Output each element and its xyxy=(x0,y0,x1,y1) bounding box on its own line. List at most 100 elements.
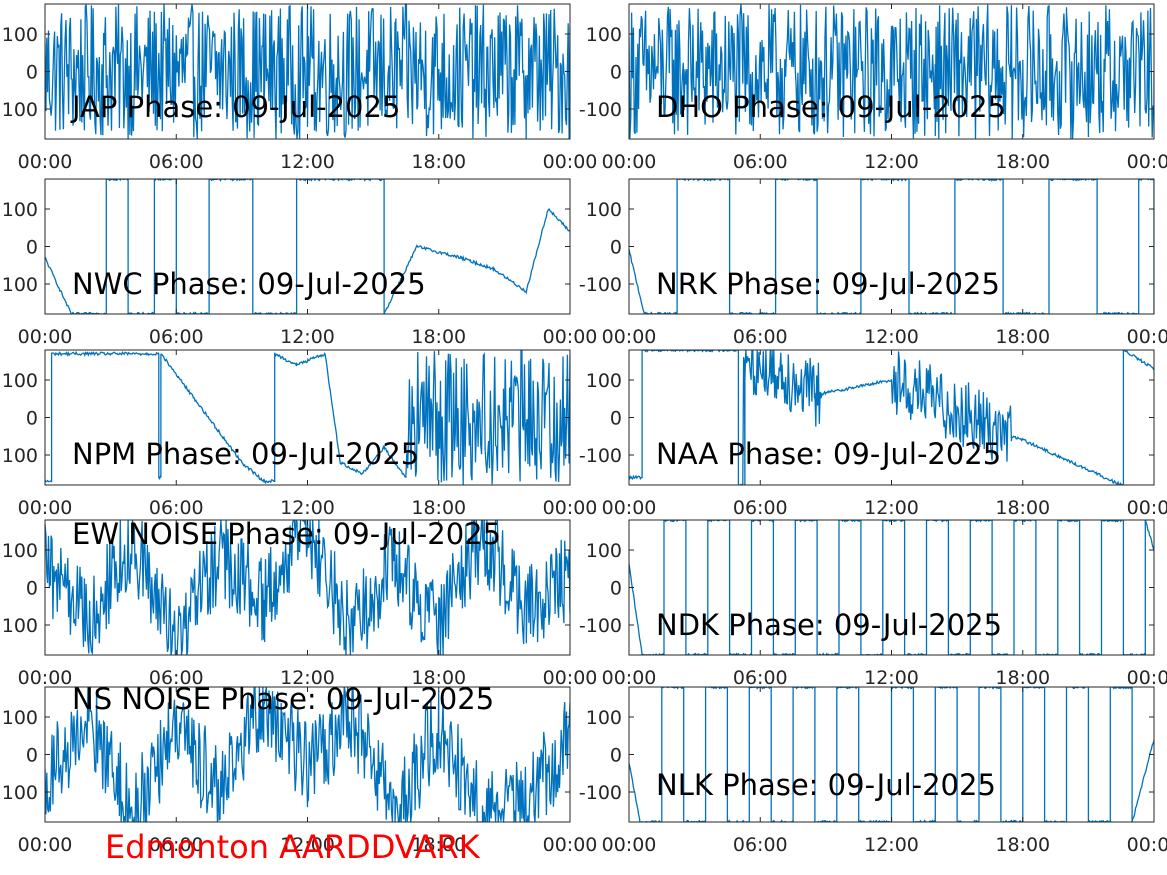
series-line xyxy=(629,687,1154,822)
x-tick-label: 06:00 xyxy=(733,667,788,689)
y-tick-label: 100 xyxy=(2,274,38,296)
panel-title: NAA Phase: 09-Jul-2025 xyxy=(656,437,1001,471)
panel-title: EW NOISE Phase: 09-Jul-2025 xyxy=(72,517,501,551)
x-tick-label: 00:00 xyxy=(602,326,657,348)
panel-3: 100 0 100 00:00 06:00 12:00 18:00 00:00 NWC Phas… xyxy=(2,178,598,348)
x-tick-label: 00:00 xyxy=(543,151,598,173)
x-tick-label: 12:00 xyxy=(280,326,335,348)
y-tick-label: 100 xyxy=(2,199,38,221)
x-tick-label: 00:00 xyxy=(18,497,73,519)
panel-title: NDK Phase: 09-Jul-2025 xyxy=(656,608,1002,642)
panel-title: NRK Phase: 09-Jul-2025 xyxy=(656,267,1000,301)
y-tick-label: 100 xyxy=(586,24,622,46)
panel-7: 100 0 100 00:00 06:00 12:00 18:00 00:00 EW NOISE… xyxy=(2,517,598,689)
x-tick-label: 18:00 xyxy=(995,497,1050,519)
x-tick-label: 12:00 xyxy=(280,497,335,519)
series-line xyxy=(45,4,570,139)
panel-title: DHO Phase: 09-Jul-2025 xyxy=(656,90,1006,124)
y-tick-label: 0 xyxy=(26,408,38,430)
x-tick-label: 00:00 xyxy=(18,667,73,689)
y-tick-label: 100 xyxy=(2,707,38,729)
x-tick-label: 06:00 xyxy=(149,834,204,856)
y-tick-label: 0 xyxy=(610,578,622,600)
x-tick-label: 00:00 xyxy=(18,151,73,173)
x-tick-label: 00:00 xyxy=(543,667,598,689)
y-tick-label: 100 xyxy=(586,707,622,729)
y-tick-label: -100 xyxy=(579,445,622,467)
x-tick-label: 12:00 xyxy=(864,834,919,856)
y-tick-label: 100 xyxy=(2,24,38,46)
panel-title: NWC Phase: 09-Jul-2025 xyxy=(72,267,426,301)
y-tick-label: 0 xyxy=(610,62,622,84)
station-footer: Edmonton AARDDVARK xyxy=(105,828,480,866)
x-tick-label: 06:00 xyxy=(149,326,204,348)
x-tick-label: 00:00 xyxy=(1127,497,1167,519)
y-tick-label: 100 xyxy=(586,370,622,392)
series-line xyxy=(629,350,1154,485)
x-tick-label: 18:00 xyxy=(411,151,466,173)
panel-6: 100 0 -100 00:00 06:00 12:00 18:00 00:00 NAA Pha… xyxy=(579,349,1167,519)
panel-8: 100 0 -100 00:00 06:00 12:00 18:00 00:00 NDK Pha… xyxy=(579,519,1167,689)
x-tick-label: 18:00 xyxy=(411,326,466,348)
y-tick-label: 0 xyxy=(26,62,38,84)
x-tick-label: 06:00 xyxy=(149,667,204,689)
y-tick-label: 100 xyxy=(2,445,38,467)
y-tick-label: -100 xyxy=(579,274,622,296)
x-tick-label: 06:00 xyxy=(733,326,788,348)
x-tick-label: 18:00 xyxy=(411,667,466,689)
x-tick-label: 12:00 xyxy=(280,151,335,173)
y-tick-label: -100 xyxy=(579,782,622,804)
y-tick-label: 100 xyxy=(2,615,38,637)
x-tick-label: 18:00 xyxy=(995,667,1050,689)
panel-10: 100 0 -100 00:00 06:00 12:00 18:00 00:00 NLK Pha… xyxy=(579,686,1167,856)
x-tick-label: 12:00 xyxy=(864,667,919,689)
x-tick-label: 12:00 xyxy=(864,326,919,348)
y-tick-label: 100 xyxy=(586,540,622,562)
panel-title: JAP Phase: 09-Jul-2025 xyxy=(70,90,400,124)
x-tick-label: 00:00 xyxy=(1127,667,1167,689)
x-tick-label: 00:00 xyxy=(18,326,73,348)
panel-5: 100 0 100 00:00 06:00 12:00 18:00 00:00 NPM Phas… xyxy=(2,349,598,519)
x-tick-label: 00:00 xyxy=(602,834,657,856)
y-tick-label: -100 xyxy=(579,99,622,121)
x-tick-label: 18:00 xyxy=(411,834,466,856)
series-line xyxy=(45,520,570,655)
x-tick-label: 18:00 xyxy=(411,497,466,519)
series-line xyxy=(45,179,570,314)
x-tick-label: 12:00 xyxy=(864,497,919,519)
panel-9: 100 0 100 00:00 06:00 12:00 18:00 00:00 NS NOISE… xyxy=(2,682,598,856)
x-tick-label: 00:00 xyxy=(602,151,657,173)
x-tick-label: 00:00 xyxy=(543,497,598,519)
x-tick-label: 18:00 xyxy=(995,834,1050,856)
y-tick-label: 100 xyxy=(2,540,38,562)
y-tick-label: 0 xyxy=(26,578,38,600)
x-tick-label: 12:00 xyxy=(864,151,919,173)
x-tick-label: 00:00 xyxy=(543,326,598,348)
panel-2: 100 0 -100 00:00 06:00 12:00 18:00 00:00 DHO Pha… xyxy=(579,3,1167,173)
x-tick-label: 00:00 xyxy=(1127,326,1167,348)
y-tick-label: 0 xyxy=(610,745,622,767)
x-tick-label: 00:00 xyxy=(1127,834,1167,856)
series-line xyxy=(45,687,570,822)
y-tick-label: 0 xyxy=(610,408,622,430)
x-tick-label: 18:00 xyxy=(995,326,1050,348)
panel-4: 100 0 -100 00:00 06:00 12:00 18:00 00:00 NRK Pha… xyxy=(579,178,1167,348)
x-tick-label: 12:00 xyxy=(280,667,335,689)
x-tick-label: 06:00 xyxy=(733,834,788,856)
series-line xyxy=(629,4,1154,139)
panel-title: NLK Phase: 09-Jul-2025 xyxy=(656,768,996,802)
x-tick-label: 00:00 xyxy=(602,667,657,689)
x-tick-label: 00:00 xyxy=(1127,151,1167,173)
y-tick-label: 100 xyxy=(586,199,622,221)
x-tick-label: 06:00 xyxy=(149,151,204,173)
panel-title: NS NOISE Phase: 09-Jul-2025 xyxy=(72,682,494,716)
y-tick-label: 100 xyxy=(2,99,38,121)
x-tick-label: 06:00 xyxy=(733,497,788,519)
y-tick-label: -100 xyxy=(579,615,622,637)
x-tick-label: 06:00 xyxy=(733,151,788,173)
panel-1: 100 0 100 00:00 06:00 12:00 18:00 00:00 JAP Phas… xyxy=(2,3,598,173)
x-tick-label: 18:00 xyxy=(995,151,1050,173)
y-tick-label: 0 xyxy=(26,237,38,259)
y-tick-label: 0 xyxy=(610,237,622,259)
